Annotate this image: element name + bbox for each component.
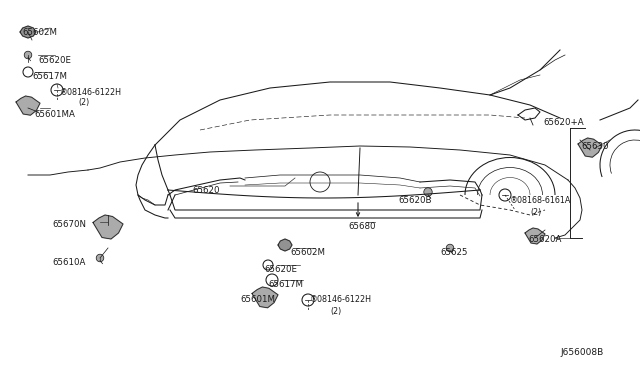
Text: 65620E: 65620E <box>38 56 71 65</box>
Circle shape <box>424 188 432 196</box>
Text: 65617M: 65617M <box>32 72 67 81</box>
Polygon shape <box>578 138 602 157</box>
Polygon shape <box>278 239 292 251</box>
Text: 65670N: 65670N <box>52 220 86 229</box>
Text: 65630: 65630 <box>581 142 609 151</box>
Polygon shape <box>252 287 278 308</box>
Text: (2): (2) <box>78 98 89 107</box>
Text: 65620: 65620 <box>192 186 220 195</box>
Text: 65617M: 65617M <box>268 280 303 289</box>
Circle shape <box>96 254 104 262</box>
Text: 65620E: 65620E <box>264 265 297 274</box>
Text: 65610A: 65610A <box>52 258 85 267</box>
Text: (2): (2) <box>530 208 541 217</box>
Text: ®08168-6161A: ®08168-6161A <box>510 196 572 205</box>
Text: 65620B: 65620B <box>398 196 431 205</box>
Text: 65620+A: 65620+A <box>543 118 584 127</box>
Text: 65602M: 65602M <box>22 28 57 37</box>
Text: ®08146-6122H: ®08146-6122H <box>310 295 372 304</box>
Text: (2): (2) <box>330 307 341 316</box>
Text: 65601MA: 65601MA <box>34 110 75 119</box>
Circle shape <box>24 51 32 59</box>
Polygon shape <box>525 228 545 244</box>
Text: J656008B: J656008B <box>560 348 604 357</box>
Text: 65602M: 65602M <box>290 248 325 257</box>
Text: 65680: 65680 <box>348 222 376 231</box>
Circle shape <box>446 244 454 252</box>
Text: 65620A: 65620A <box>528 235 561 244</box>
Text: ®08146-6122H: ®08146-6122H <box>60 88 122 97</box>
Text: 65625: 65625 <box>440 248 467 257</box>
Text: 65601M: 65601M <box>240 295 275 304</box>
Polygon shape <box>93 215 123 239</box>
Polygon shape <box>16 96 40 115</box>
Polygon shape <box>20 26 36 38</box>
